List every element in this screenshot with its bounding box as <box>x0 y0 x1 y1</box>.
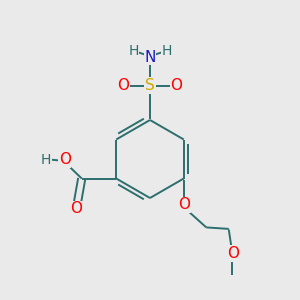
Text: O: O <box>227 246 239 261</box>
Text: N: N <box>144 50 156 64</box>
Text: O: O <box>118 78 130 93</box>
Text: O: O <box>178 197 190 212</box>
Text: S: S <box>145 78 155 93</box>
Text: O: O <box>70 201 82 216</box>
Text: O: O <box>170 78 182 93</box>
Text: H: H <box>40 153 51 166</box>
Text: H: H <box>161 44 172 58</box>
Text: H: H <box>128 44 139 58</box>
Text: O: O <box>58 152 70 167</box>
